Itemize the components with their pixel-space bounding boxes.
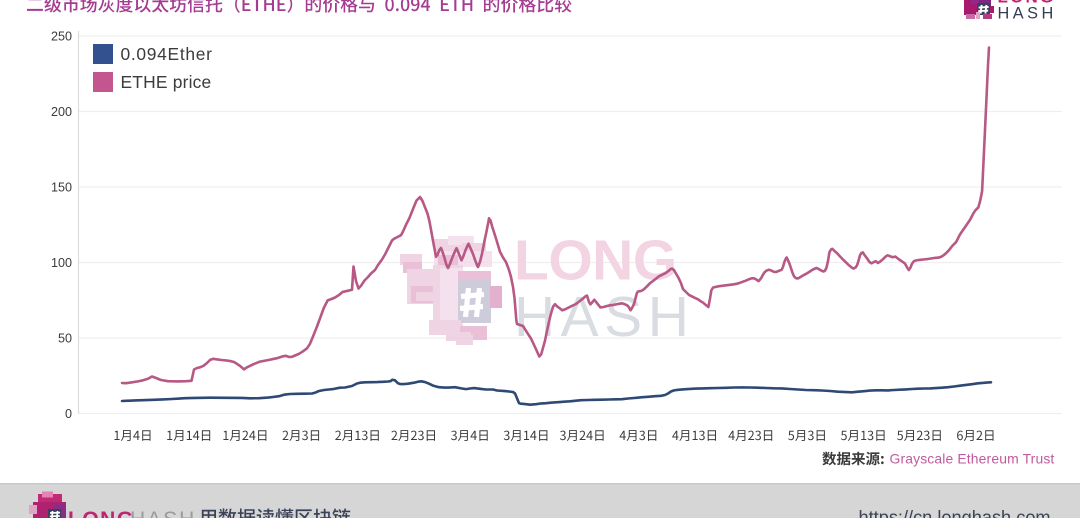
svg-text:https://cn.longhash.com: https://cn.longhash.com xyxy=(859,508,1051,519)
svg-text:0: 0 xyxy=(65,407,72,421)
svg-text:Grayscale Ethereum Trust: Grayscale Ethereum Trust xyxy=(890,451,1055,467)
svg-text:100: 100 xyxy=(51,256,72,270)
svg-text:0.094Ether: 0.094Ether xyxy=(121,44,213,64)
svg-text:250: 250 xyxy=(51,29,72,43)
svg-text:LONG: LONG xyxy=(68,508,135,518)
svg-text:HASH: HASH xyxy=(998,5,1057,23)
svg-text:ETHE price: ETHE price xyxy=(121,72,212,92)
svg-text:HASH: HASH xyxy=(130,508,196,518)
svg-text:150: 150 xyxy=(51,180,72,194)
svg-text:HASH: HASH xyxy=(514,285,694,349)
svg-text:200: 200 xyxy=(51,105,72,119)
svg-text:50: 50 xyxy=(58,331,72,345)
